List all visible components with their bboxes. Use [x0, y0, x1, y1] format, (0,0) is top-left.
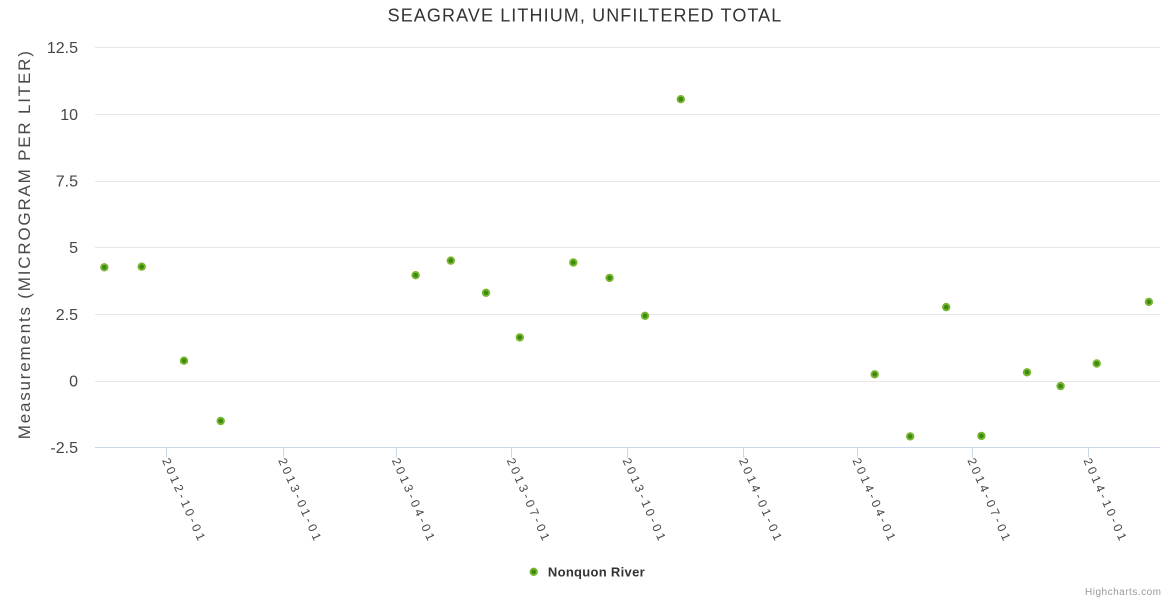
svg-text:Highcharts.com: Highcharts.com — [1085, 587, 1161, 598]
svg-text:2.5: 2.5 — [56, 307, 78, 324]
svg-text:5: 5 — [69, 240, 78, 257]
svg-text:10: 10 — [60, 107, 78, 124]
svg-text:0: 0 — [69, 374, 78, 391]
svg-text:SEAGRAVE LITHIUM, UNFILTERED T: SEAGRAVE LITHIUM, UNFILTERED TOTAL — [388, 6, 783, 26]
svg-text:7.5: 7.5 — [56, 174, 78, 191]
svg-text:Measurements (MICROGRAM PER LI: Measurements (MICROGRAM PER LITER) — [15, 49, 34, 439]
svg-text:Nonquon River: Nonquon River — [548, 564, 645, 579]
svg-text:12.5: 12.5 — [47, 40, 78, 57]
svg-text:-2.5: -2.5 — [50, 440, 78, 457]
